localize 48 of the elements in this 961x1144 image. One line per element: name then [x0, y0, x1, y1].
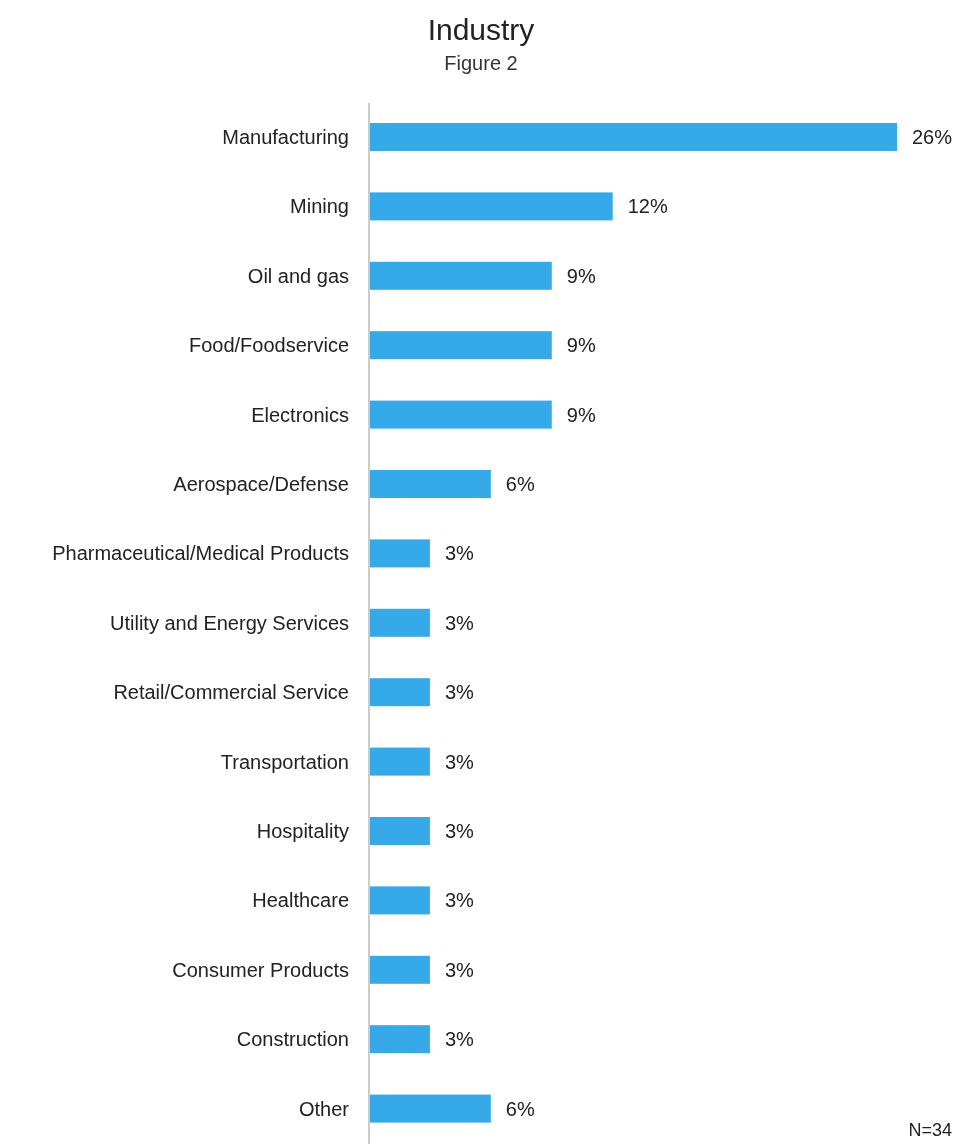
bar	[369, 955, 430, 984]
data-label: 3%	[444, 820, 475, 842]
y-tick-label: Healthcare	[252, 889, 349, 912]
data-label: 6%	[505, 1097, 535, 1120]
data-label: 3%	[444, 681, 475, 704]
data-label: 9%	[566, 334, 596, 357]
bar	[369, 539, 430, 568]
bar	[369, 123, 897, 151]
y-tick-label: Consumer Products	[172, 958, 349, 981]
data-label: 3%	[444, 542, 475, 565]
data-label: 3%	[444, 958, 475, 981]
bar	[369, 331, 552, 360]
text: N=34	[908, 1120, 952, 1140]
data-label: 3%	[444, 889, 475, 912]
bar	[369, 1094, 491, 1123]
y-tick-label: Mining	[290, 195, 349, 218]
y-tick-label: Construction	[236, 1028, 349, 1051]
y-tick-label: Oil and gas	[247, 264, 349, 287]
bar	[369, 400, 552, 429]
bar	[369, 678, 430, 707]
bar	[369, 261, 552, 290]
data-label: 9%	[566, 264, 596, 287]
y-tick-label: Retail/Commercial Service	[113, 681, 349, 704]
data-label: 26%	[912, 126, 953, 148]
bar	[369, 817, 430, 845]
data-label: 12%	[627, 195, 668, 218]
bar	[369, 470, 491, 498]
data-label: 3%	[444, 750, 475, 773]
y-tick-label: Utility and Energy Services	[110, 611, 349, 634]
y-tick-label: Transportation	[220, 750, 349, 773]
chart-title: Industry	[427, 13, 535, 46]
y-tick-label: Pharmaceutical/Medical Products	[52, 542, 349, 565]
chart-subtitle: Figure 2	[444, 52, 518, 74]
y-tick-label: Other	[298, 1097, 350, 1120]
bar	[369, 747, 430, 776]
data-label: 3%	[444, 611, 475, 634]
y-tick-label: Electronics	[251, 403, 349, 426]
bar	[369, 886, 430, 915]
bar	[369, 608, 430, 637]
y-tick-label: Manufacturing	[222, 126, 349, 148]
data-label: 9%	[566, 403, 596, 426]
bar	[369, 1025, 430, 1054]
y-tick-label: Food/Foodservice	[188, 334, 349, 357]
data-label: 6%	[505, 473, 535, 495]
y-tick-label: Hospitality	[256, 820, 349, 842]
bar	[369, 192, 613, 221]
y-tick-label: Aerospace/Defense	[173, 473, 349, 495]
data-label: 3%	[444, 1028, 475, 1051]
